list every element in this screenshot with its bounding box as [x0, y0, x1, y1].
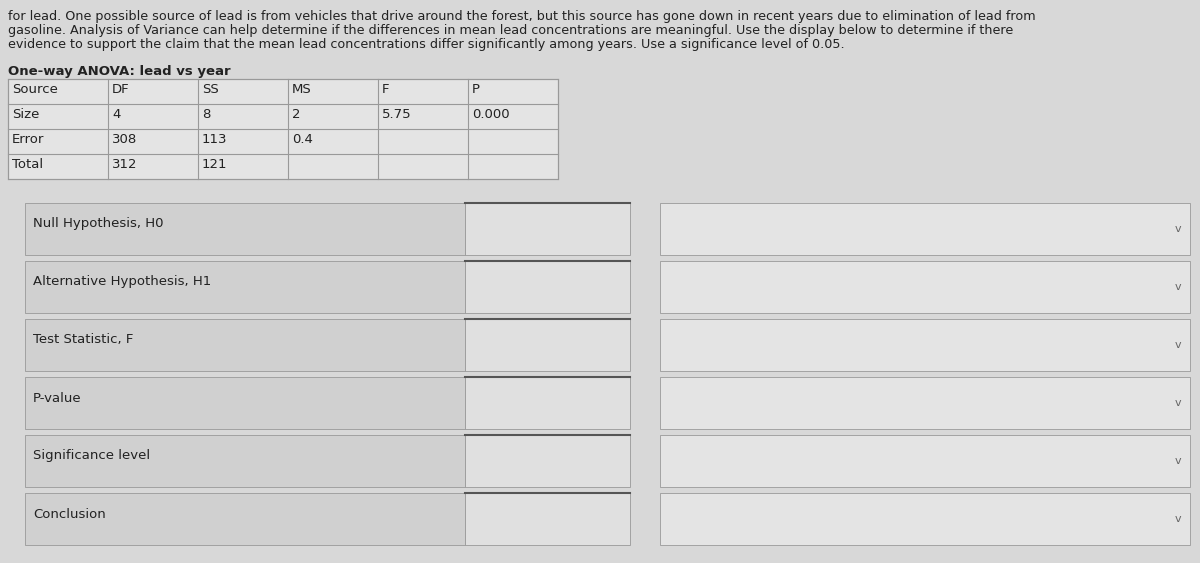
Bar	[660, 261, 1190, 313]
Bar	[25, 435, 466, 487]
Bar	[466, 203, 630, 255]
Bar	[466, 377, 630, 429]
Text: P: P	[472, 83, 480, 96]
Text: DF: DF	[112, 83, 130, 96]
Text: Total: Total	[12, 158, 43, 171]
Bar	[25, 377, 466, 429]
Text: 308: 308	[112, 133, 137, 146]
Bar	[660, 203, 1190, 255]
Text: Null Hypothesis, H0: Null Hypothesis, H0	[34, 217, 163, 230]
Text: v: v	[1175, 514, 1181, 524]
Bar	[466, 261, 630, 313]
Text: 312: 312	[112, 158, 138, 171]
Text: 121: 121	[202, 158, 228, 171]
Text: F: F	[382, 83, 390, 96]
Bar	[466, 493, 630, 545]
Text: 2: 2	[292, 108, 300, 121]
Text: Alternative Hypothesis, H1: Alternative Hypothesis, H1	[34, 275, 211, 288]
Text: One-way ANOVA: lead vs year: One-way ANOVA: lead vs year	[8, 65, 230, 78]
Text: P-value: P-value	[34, 391, 82, 404]
Text: Error: Error	[12, 133, 44, 146]
Text: gasoline. Analysis of Variance can help determine if the differences in mean lea: gasoline. Analysis of Variance can help …	[8, 24, 1013, 37]
Text: v: v	[1175, 282, 1181, 292]
Bar	[466, 319, 630, 371]
Text: v: v	[1175, 456, 1181, 466]
Bar	[25, 203, 466, 255]
Bar	[660, 319, 1190, 371]
Text: 0.000: 0.000	[472, 108, 510, 121]
Bar	[660, 377, 1190, 429]
Text: MS: MS	[292, 83, 312, 96]
Text: v: v	[1175, 398, 1181, 408]
Text: 4: 4	[112, 108, 120, 121]
Text: v: v	[1175, 224, 1181, 234]
Text: Conclusion: Conclusion	[34, 507, 106, 521]
Text: evidence to support the claim that the mean lead concentrations differ significa: evidence to support the claim that the m…	[8, 38, 845, 51]
Text: 8: 8	[202, 108, 210, 121]
Bar	[25, 493, 466, 545]
Bar	[25, 319, 466, 371]
Bar	[8, 79, 558, 179]
Text: Source: Source	[12, 83, 58, 96]
Bar	[660, 435, 1190, 487]
Text: Test Statistic, F: Test Statistic, F	[34, 333, 133, 346]
Text: Significance level: Significance level	[34, 449, 150, 462]
Text: 5.75: 5.75	[382, 108, 412, 121]
Text: 113: 113	[202, 133, 228, 146]
Text: SS: SS	[202, 83, 218, 96]
Text: for lead. One possible source of lead is from vehicles that drive around the for: for lead. One possible source of lead is…	[8, 10, 1036, 23]
Text: Size: Size	[12, 108, 40, 121]
Text: 0.4: 0.4	[292, 133, 313, 146]
Bar	[466, 435, 630, 487]
Bar	[25, 261, 466, 313]
Text: v: v	[1175, 340, 1181, 350]
Bar	[660, 493, 1190, 545]
